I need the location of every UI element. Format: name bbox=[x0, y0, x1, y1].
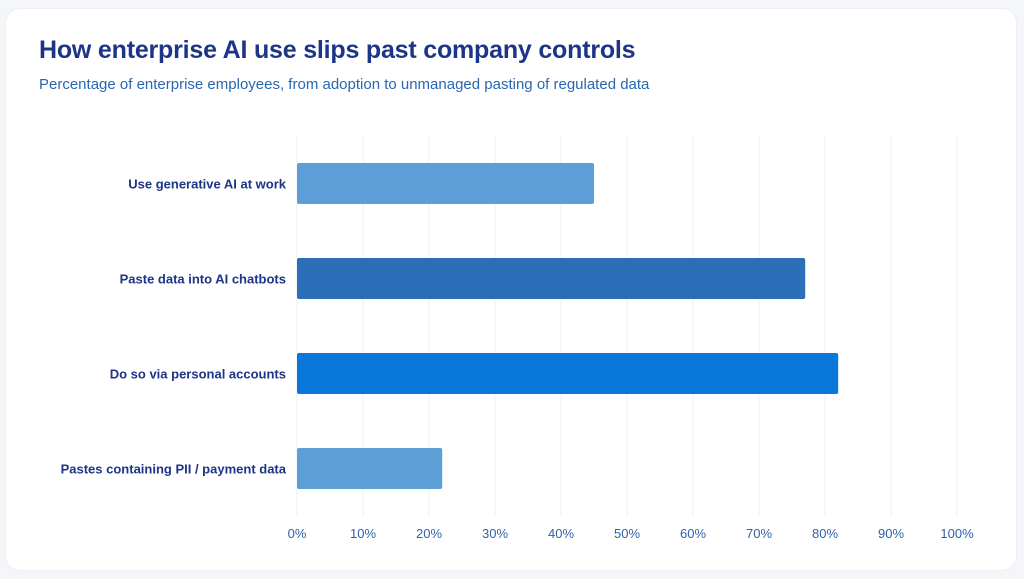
x-tick-label: 100% bbox=[940, 526, 974, 541]
bar bbox=[297, 163, 594, 204]
x-tick-label: 70% bbox=[746, 526, 772, 541]
x-tick-label: 50% bbox=[614, 526, 640, 541]
chart-title: How enterprise AI use slips past company… bbox=[39, 36, 636, 64]
bar bbox=[297, 353, 839, 394]
bar bbox=[297, 258, 806, 299]
gridlines bbox=[296, 136, 958, 516]
category-label: Use generative AI at work bbox=[128, 177, 287, 192]
category-label: Pastes containing PII / payment data bbox=[61, 462, 287, 477]
x-axis-tick-labels: 0% 10% 20% 30% 40% 50% 60% 70% 80% 90% 100% bbox=[288, 526, 974, 541]
category-labels: Use generative AI at work Paste data into… bbox=[61, 177, 287, 477]
x-tick-label: 60% bbox=[680, 526, 706, 541]
x-tick-label: 40% bbox=[548, 526, 574, 541]
x-tick-label: 30% bbox=[482, 526, 508, 541]
bars bbox=[297, 163, 839, 489]
x-tick-label: 80% bbox=[812, 526, 838, 541]
category-label: Do so via personal accounts bbox=[110, 367, 286, 382]
category-label: Paste data into AI chatbots bbox=[120, 272, 286, 287]
chart-subtitle: Percentage of enterprise employees, from… bbox=[39, 76, 650, 93]
x-tick-label: 10% bbox=[350, 526, 376, 541]
bar bbox=[297, 448, 443, 489]
x-tick-label: 20% bbox=[416, 526, 442, 541]
x-tick-label: 90% bbox=[878, 526, 904, 541]
x-tick-label: 0% bbox=[288, 526, 307, 541]
